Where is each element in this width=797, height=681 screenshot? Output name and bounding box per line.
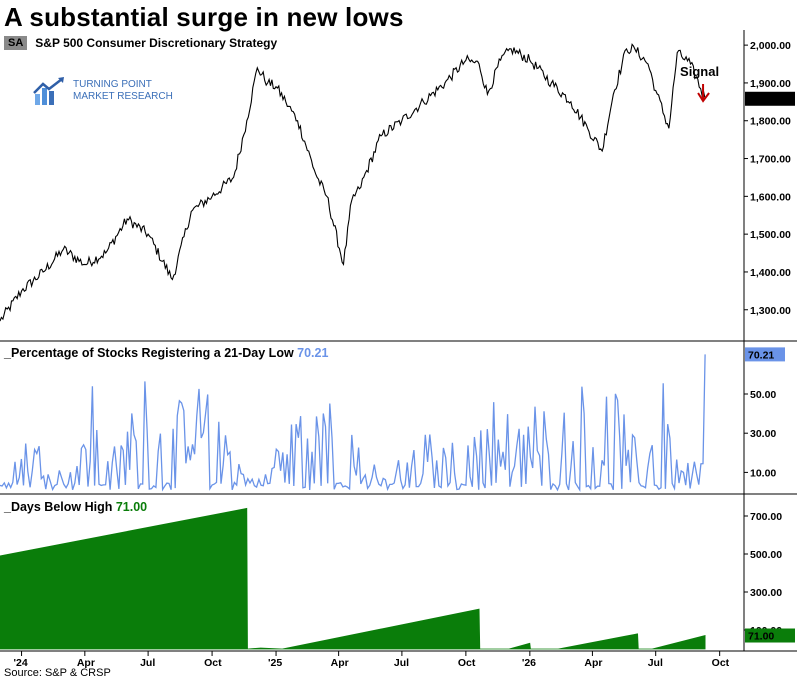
price-y-tick-label: 1,800.00 bbox=[750, 116, 791, 128]
price-line bbox=[0, 43, 706, 322]
pct-last-value-label: 70.21 bbox=[748, 349, 774, 361]
ticker-symbol: SA bbox=[4, 36, 28, 50]
price-last-value-label: 1,858.10 bbox=[748, 94, 789, 106]
days-y-tick-label: 700.00 bbox=[750, 511, 782, 523]
x-tick-label: '26 bbox=[522, 657, 536, 669]
days-last-value-label: 71.00 bbox=[748, 631, 774, 643]
pct-y-tick-label: 50.00 bbox=[750, 389, 776, 401]
ticker-header: SA S&P 500 Consumer Discretionary Strate… bbox=[4, 36, 277, 50]
price-y-tick-label: 1,400.00 bbox=[750, 267, 791, 279]
signal-annotation: Signal bbox=[680, 64, 719, 79]
days-y-tick-label: 300.00 bbox=[750, 587, 782, 599]
signal-arrow bbox=[697, 84, 710, 103]
x-tick-label: '24 bbox=[14, 657, 28, 669]
x-tick-label: Oct bbox=[458, 657, 476, 669]
logo: TURNING POINT MARKET RESEARCH bbox=[33, 76, 173, 106]
price-y-tick-label: 1,900.00 bbox=[750, 78, 791, 90]
price-y-tick-label: 2,000.00 bbox=[750, 40, 791, 52]
pct-panel-value: 70.21 bbox=[297, 346, 328, 360]
pct-last-value-box bbox=[745, 347, 785, 362]
x-tick-label: Jul bbox=[648, 657, 663, 669]
days-panel-value: 71.00 bbox=[116, 500, 147, 514]
days-area bbox=[0, 507, 706, 650]
pct-panel-title: _Percentage of Stocks Registering a 21-D… bbox=[3, 346, 328, 360]
price-last-value-box bbox=[745, 91, 795, 106]
pct-line bbox=[0, 354, 706, 492]
logo-line-1: TURNING POINT bbox=[73, 79, 152, 90]
pct-y-tick-label: 30.00 bbox=[750, 428, 776, 440]
days-last-value-box bbox=[745, 628, 795, 643]
x-tick-label: Apr bbox=[331, 657, 349, 669]
days-panel-title: _Days Below High 71.00 bbox=[3, 500, 147, 514]
logo-line-2: MARKET RESEARCH bbox=[73, 91, 173, 102]
x-tick-label: Apr bbox=[584, 657, 602, 669]
x-tick-label: Oct bbox=[712, 657, 730, 669]
source-note: Source: S&P & CRSP bbox=[4, 667, 111, 679]
x-tick-label: Apr bbox=[77, 657, 95, 669]
x-tick-label: Jul bbox=[394, 657, 409, 669]
days-y-tick-label: 500.00 bbox=[750, 549, 782, 561]
x-tick-label: Oct bbox=[204, 657, 222, 669]
price-y-tick-label: 1,300.00 bbox=[750, 305, 791, 317]
pct-y-tick-label: 10.00 bbox=[750, 467, 776, 479]
price-y-tick-label: 1,700.00 bbox=[750, 154, 791, 166]
chart-title: A substantial surge in new lows bbox=[4, 2, 404, 32]
x-tick-label: Jul bbox=[140, 657, 155, 669]
price-y-tick-label: 1,500.00 bbox=[750, 229, 791, 241]
ticker-name: S&P 500 Consumer Discretionary Strategy bbox=[35, 36, 278, 50]
x-tick-label: '25 bbox=[268, 657, 282, 669]
bar-chart-arrow-icon bbox=[33, 77, 64, 105]
price-y-tick-label: 1,600.00 bbox=[750, 191, 791, 203]
